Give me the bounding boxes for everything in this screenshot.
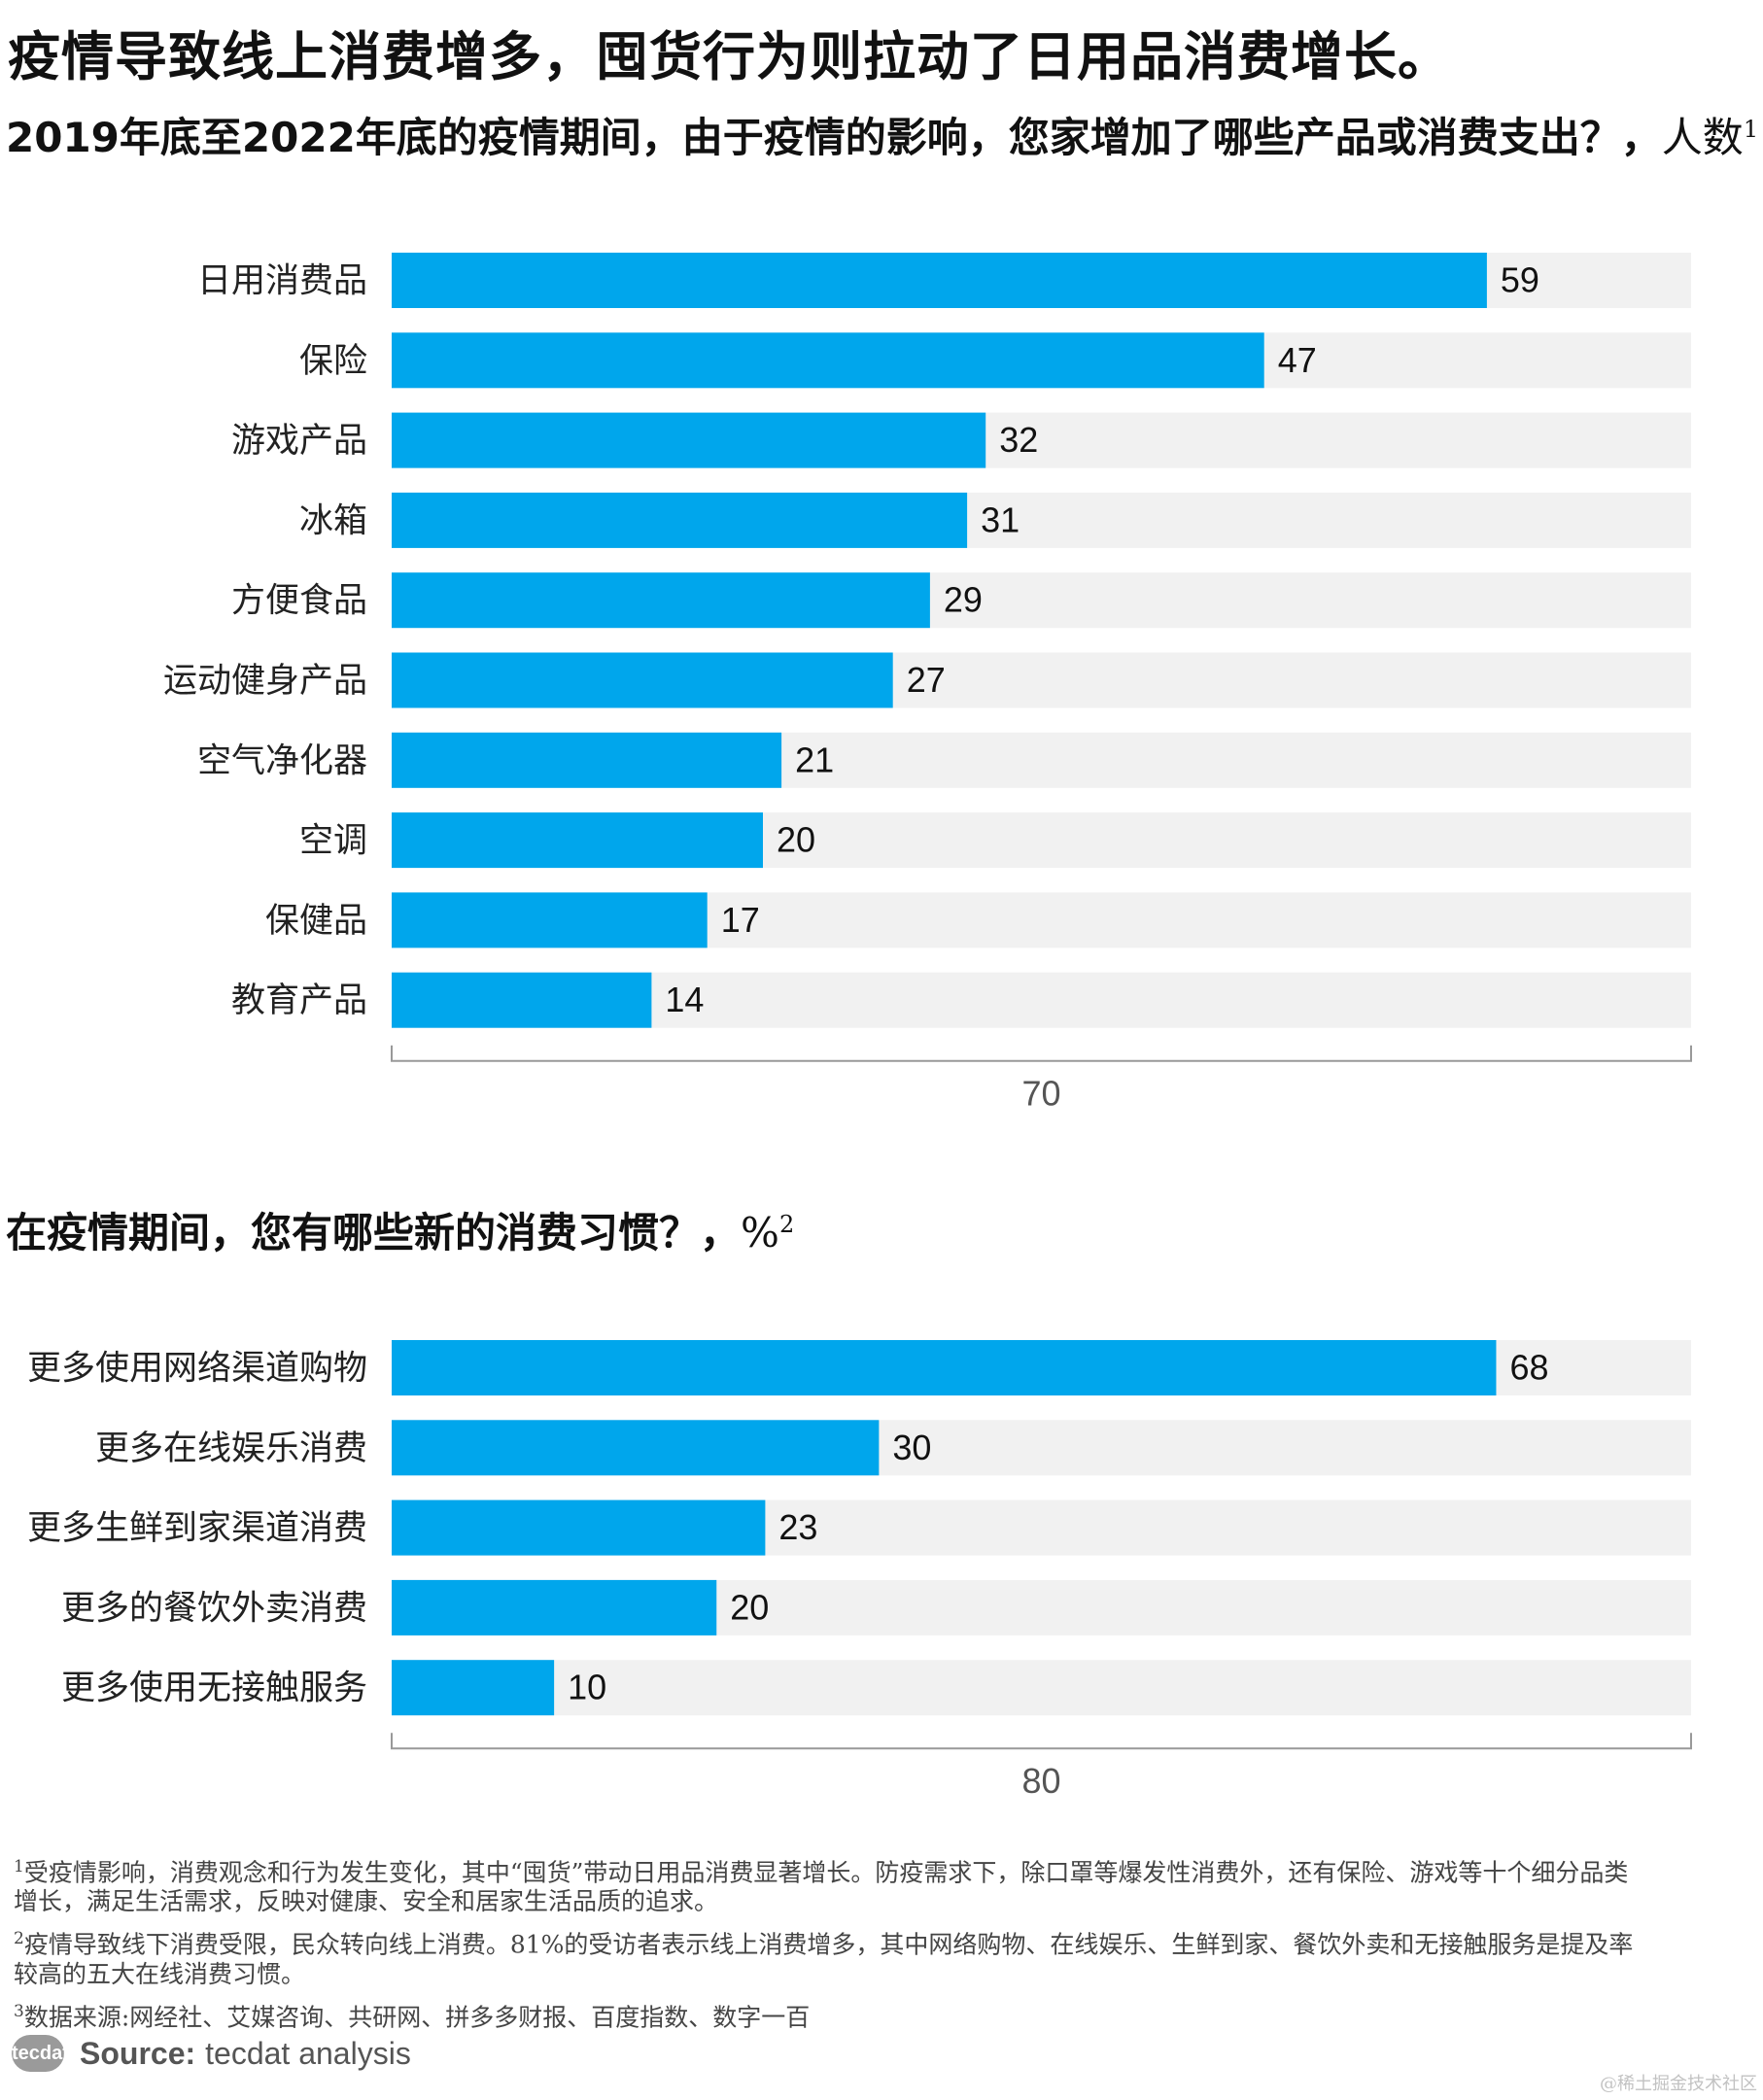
- chart1-axis-bracket: [391, 1045, 1692, 1062]
- chart1-row: 保健品 17: [265, 892, 1691, 948]
- chart1-category-label: 空气净化器: [197, 741, 367, 780]
- chart2-category-label: 更多在线娱乐消费: [95, 1429, 367, 1468]
- chart1-value-label: 32: [999, 420, 1038, 460]
- chart1-row: 游戏产品 32: [231, 412, 1691, 468]
- source-value: tecdat analysis: [205, 2035, 411, 2071]
- chart1-axis-max-label: 70: [1021, 1074, 1060, 1108]
- chart1-row: 日用消费品 59: [197, 253, 1691, 308]
- footnote-3-num: 3: [14, 2001, 24, 2021]
- chart1-bar: [392, 572, 930, 629]
- watermark: @稀土掘金技术社区: [1600, 2074, 1757, 2094]
- chart2-row: 更多使用无接触服务 10: [61, 1660, 1691, 1716]
- chart1-unit: 人数: [1661, 114, 1744, 161]
- chart1-title-text: 2019年底至2022年底的疫情期间，由于疫情的影响，您家增加了哪些产品或消费支…: [6, 114, 1662, 161]
- chart2-value-label: 20: [730, 1587, 769, 1627]
- footnote-1-text: 受疫情影响，消费观念和行为发生变化，其中“囤货”带动日用品消费显著增长。防疫需求…: [14, 1858, 1629, 1916]
- chart1-bar: [392, 253, 1487, 308]
- chart2-row: 更多在线娱乐消费 30: [95, 1420, 1691, 1476]
- chart2-row: 更多的餐饮外卖消费 20: [61, 1579, 1691, 1635]
- chart1-bar: [392, 332, 1264, 389]
- chart1-category-label: 保健品: [265, 902, 367, 941]
- chart1-value-label: 14: [665, 980, 704, 1019]
- chart1-category-label: 运动健身产品: [163, 662, 367, 701]
- chart1-bar-chart: 日用消费品 59 保险 47 游戏产品 32 冰箱 31 方便食品 29 运动健身产品 27 空气净化器…: [163, 253, 1692, 1108]
- chart2-bar-chart: 更多使用网络渠道购物 68 更多在线娱乐消费 30 更多生鲜到家渠道消费 23 更多的餐饮外…: [27, 1340, 1692, 1801]
- footnote-1-num: 1: [14, 1857, 24, 1876]
- chart2-row: 更多使用网络渠道购物 68: [27, 1340, 1691, 1395]
- chart1-title: 2019年底至2022年底的疫情期间，由于疫情的影响，您家增加了哪些产品或消费支…: [6, 105, 1758, 164]
- chart1-bar: [392, 812, 763, 869]
- chart1-value-label: 59: [1501, 260, 1539, 300]
- chart1-row: 冰箱 31: [299, 492, 1691, 548]
- chart1-value-label: 17: [721, 900, 760, 940]
- chart1-category-label: 冰箱: [299, 501, 367, 540]
- chart2-footnote-ref: 2: [778, 1211, 795, 1238]
- chart2-track: [392, 1660, 1691, 1716]
- chart1-bar: [392, 652, 893, 708]
- chart2-bar: [392, 1420, 880, 1476]
- chart1-category-label: 游戏产品: [231, 422, 367, 461]
- footnote-2: 2疫情导致线下消费受限，民众转向线上消费。81%的受访者表示线上消费增多，其中网…: [14, 1924, 1763, 1988]
- chart2-bar: [392, 1499, 766, 1556]
- chart1-value-label: 47: [1278, 340, 1317, 380]
- tecdat-logo: tecdat: [12, 2035, 69, 2072]
- source-row: tecdat Source: tecdat analysis: [12, 2035, 411, 2072]
- chart1-category-label: 方便食品: [231, 582, 367, 621]
- chart2-row: 更多生鲜到家渠道消费 23: [27, 1499, 1691, 1556]
- chart2-category-label: 更多的餐饮外卖消费: [61, 1589, 367, 1628]
- chart1-row: 空调 20: [299, 812, 1691, 869]
- chart1-value-label: 27: [907, 660, 946, 700]
- chart1-category-label: 教育产品: [231, 981, 367, 1020]
- chart1-bar: [392, 972, 652, 1028]
- footnotes: 1受疫情影响，消费观念和行为发生变化，其中“囤货”带动日用品消费显著增长。防疫需…: [14, 1852, 1763, 2040]
- chart2-bar: [392, 1660, 555, 1716]
- chart1-bar: [392, 732, 782, 788]
- chart1-value-label: 31: [981, 499, 1020, 539]
- chart1-category-label: 空调: [299, 822, 367, 861]
- chart1-row: 运动健身产品 27: [163, 652, 1691, 708]
- footnote-1: 1受疫情影响，消费观念和行为发生变化，其中“囤货”带动日用品消费显著增长。防疫需…: [14, 1852, 1763, 1916]
- chart2-category-label: 更多使用无接触服务: [61, 1670, 367, 1708]
- chart1-bar: [392, 412, 986, 468]
- chart1-category-label: 日用消费品: [197, 262, 367, 301]
- page-headline: 疫情导致线上消费增多，囤货行为则拉动了日用品消费增长。: [8, 26, 1451, 87]
- chart2-axis-max-label: 80: [1021, 1761, 1060, 1801]
- footnote-2-num: 2: [14, 1929, 24, 1949]
- footnote-3-text: 数据来源:网经社、艾媒咨询、共研网、拼多多财报、百度指数、数字一百: [23, 2002, 811, 2031]
- source-key: Source:: [80, 2035, 196, 2071]
- chart1-row: 空气净化器 21: [197, 732, 1691, 788]
- chart2-category-label: 更多生鲜到家渠道消费: [27, 1509, 367, 1548]
- chart1-category-label: 保险: [299, 342, 367, 381]
- chart2-bar: [392, 1579, 717, 1635]
- chart1-footnote-ref: 1: [1743, 116, 1759, 143]
- chart2-value-label: 30: [892, 1428, 931, 1467]
- chart2-value-label: 68: [1509, 1348, 1548, 1388]
- chart2-axis-bracket: [391, 1733, 1692, 1750]
- chart2-unit: %: [741, 1209, 779, 1257]
- chart2-value-label: 10: [568, 1668, 606, 1707]
- chart1-value-label: 21: [795, 740, 834, 779]
- chart1-value-label: 29: [944, 580, 983, 620]
- chart2-title: 在疫情期间，您有哪些新的消费习惯？，%2: [6, 1200, 794, 1259]
- chart1-row: 教育产品 14: [231, 972, 1691, 1028]
- chart1-row: 保险 47: [299, 332, 1691, 389]
- chart2-value-label: 23: [778, 1507, 817, 1547]
- chart2-title-text: 在疫情期间，您有哪些新的消费习惯？，: [6, 1209, 742, 1257]
- chart1-bar: [392, 492, 968, 548]
- footnote-2-text: 疫情导致线下消费受限，民众转向线上消费。81%的受访者表示线上消费增多，其中网络…: [14, 1930, 1634, 1988]
- chart1-row: 方便食品 29: [231, 572, 1691, 629]
- footnote-3: 3数据来源:网经社、艾媒咨询、共研网、拼多多财报、百度指数、数字一百: [14, 1997, 1763, 2032]
- chart1-bar: [392, 892, 708, 948]
- chart1-value-label: 20: [777, 820, 815, 860]
- chart2-bar: [392, 1340, 1497, 1395]
- chart2-category-label: 更多使用网络渠道购物: [27, 1350, 367, 1389]
